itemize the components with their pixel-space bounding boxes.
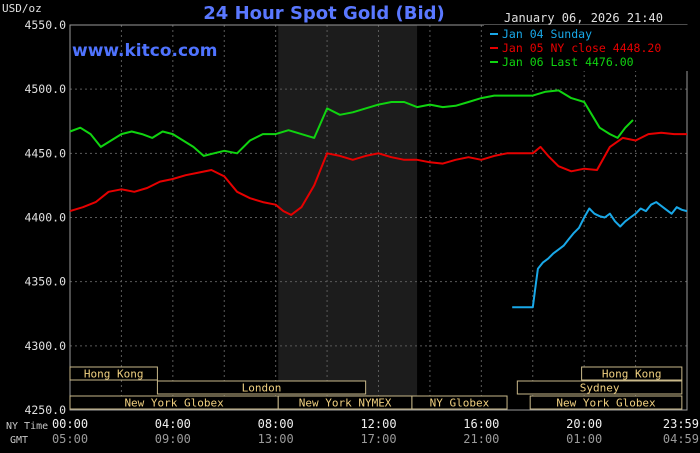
legend-label-jan04: Jan 04 Sunday <box>502 27 592 41</box>
x-tick-label-gmt: 09:00 <box>155 432 191 446</box>
session-bar <box>156 380 367 395</box>
x-tick-label-ny: 16:00 <box>463 417 499 431</box>
session-bar <box>529 395 683 410</box>
x-tick-label-gmt: 01:00 <box>566 432 602 446</box>
x-row-label-ny: NY Time <box>6 421 48 432</box>
y-tick-label: 4500.0 <box>24 82 66 96</box>
x-tick-label-ny: 23:59 <box>663 417 699 431</box>
x-tick-label-gmt: 05:00 <box>52 432 88 446</box>
legend-label-jan06: Jan 06 Last 4476.00 <box>502 55 634 69</box>
legend: Jan 04 Sunday Jan 05 NY close 4448.20 Ja… <box>484 25 690 71</box>
y-tick-label: 4350.0 <box>24 275 66 289</box>
session-label: Hong Kong <box>602 368 662 381</box>
series-line-1 <box>69 131 687 216</box>
chart-title: 24 Hour Spot Gold (Bid) <box>203 3 444 24</box>
x-tick-label-gmt: 13:00 <box>258 432 294 446</box>
x-tick-label-ny: 20:00 <box>566 417 602 431</box>
legend-box <box>484 25 690 71</box>
x-tick-label-gmt: 21:00 <box>463 432 499 446</box>
series-line-2 <box>69 89 634 157</box>
session-bar <box>581 366 683 381</box>
watermark: www.kitco.com <box>72 41 217 61</box>
chart-timestamp: January 06, 2026 21:40 <box>504 11 663 25</box>
session-label: Hong Kong <box>84 368 144 381</box>
y-tick-label: 4450.0 <box>24 146 66 160</box>
session-label: London <box>242 382 282 395</box>
x-tick-label-ny: 00:00 <box>52 417 88 431</box>
session-bar <box>516 380 683 395</box>
y-tick-label: 4550.0 <box>24 18 66 32</box>
session-label: New York Globex <box>124 397 224 410</box>
y-tick-label: 4400.0 <box>24 211 66 225</box>
session-label: NY Globex <box>430 397 490 410</box>
x-tick-label-ny: 04:00 <box>155 417 191 431</box>
session-label: Sydney <box>580 382 620 395</box>
y-tick-label: 4250.0 <box>24 403 66 417</box>
session-bar <box>69 366 158 381</box>
plot-border <box>69 24 688 411</box>
x-row-label-gmt: GMT <box>10 435 28 446</box>
x-tick-label-ny: 08:00 <box>258 417 294 431</box>
series-line-0 <box>512 201 688 309</box>
y-unit-label: USD/oz <box>2 2 42 15</box>
y-tick-label: 4300.0 <box>24 339 66 353</box>
session-bar <box>411 395 508 410</box>
x-tick-label-ny: 12:00 <box>360 417 396 431</box>
x-tick-label-gmt: 04:59 <box>663 432 699 446</box>
session-label: New York NYMEX <box>299 397 392 410</box>
session-label: New York Globex <box>556 397 656 410</box>
legend-label-jan05: Jan 05 NY close 4448.20 <box>502 41 661 55</box>
x-tick-label-gmt: 17:00 <box>360 432 396 446</box>
